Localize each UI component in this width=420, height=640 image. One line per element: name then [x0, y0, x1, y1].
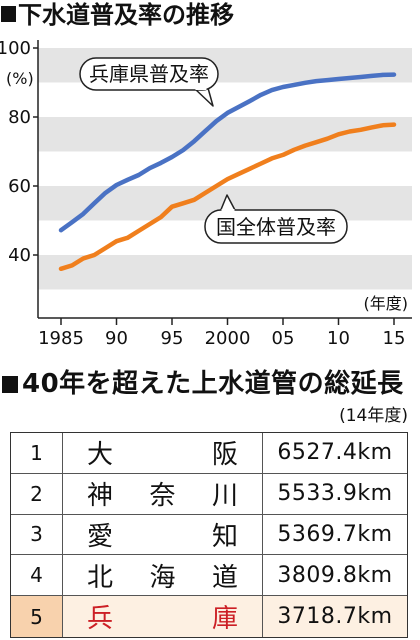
prefecture-name-char: 大	[87, 440, 114, 471]
y-tick-label: 60	[8, 176, 31, 197]
x-tick-label: 05	[272, 328, 295, 349]
x-axis-unit: (年度)	[364, 294, 409, 313]
x-tick-label: 1985	[38, 328, 84, 349]
callout-hyogo: 兵庫県普及率	[79, 57, 219, 107]
y-tick-label: 100	[0, 38, 31, 59]
prefecture-name-char: 北	[87, 562, 114, 593]
rank-cell: 3	[11, 514, 63, 555]
length-cell: 5369.7km	[277, 521, 393, 547]
series-line-1	[58, 122, 397, 272]
x-tick-label: 2000	[205, 328, 251, 349]
series-label-hyogo: 兵庫県普及率	[89, 62, 209, 86]
series-lines	[58, 72, 397, 272]
length-cell: 6527.4km	[277, 440, 393, 466]
line-chart: (%) (年度) 兵庫県普及率 国全体普及率 1985 90 95 2000 05 10 1…	[0, 38, 412, 349]
prefecture-name: 兵庫	[63, 598, 262, 635]
prefecture-cell: 大阪	[63, 433, 263, 473]
title-marker	[1, 6, 16, 22]
prefecture-cell: 神奈川	[63, 473, 263, 514]
rank-cell: 1	[11, 433, 63, 473]
tick-marks	[33, 47, 395, 325]
rank-cell: 4	[11, 555, 63, 596]
x-tick-label: 10	[327, 328, 350, 349]
y-tick-label: 80	[8, 107, 31, 128]
table-row: 3 愛知 5369.7km	[11, 514, 407, 556]
rank-cell: 5	[11, 596, 63, 637]
y-axis-unit: (%)	[6, 69, 34, 88]
grid-bands	[38, 48, 412, 290]
prefecture-name: 愛知	[63, 516, 262, 553]
prefecture-name-char: 川	[211, 481, 238, 512]
prefecture-name-char: 兵	[87, 604, 114, 635]
chart-title: 下水道普及率の推移	[18, 1, 234, 29]
table-row: 4 北 海 道 3809.8km	[11, 555, 407, 597]
length-cell: 5533.9km	[277, 481, 393, 507]
ranking-table: 1 大阪 6527.4km 2 神奈川 5533.9km 3 愛知 5369.7…	[10, 432, 408, 638]
x-tick-label: 95	[161, 328, 184, 349]
prefecture-name-char: 庫	[211, 604, 238, 635]
length-cell: 3809.8km	[277, 562, 393, 588]
prefecture-name-char: 海	[149, 562, 176, 593]
prefecture-cell: 愛知	[63, 514, 263, 555]
table-title-marker	[2, 376, 18, 393]
table-note: (14年度)	[339, 406, 408, 426]
grid-band	[38, 255, 412, 290]
prefecture-cell: 兵庫	[63, 596, 263, 637]
callout-hyogo-box	[79, 57, 219, 91]
y-tick-label: 40	[8, 245, 31, 266]
prefecture-name: 大阪	[63, 434, 262, 471]
series-label-national: 国全体普及率	[216, 215, 336, 239]
x-tick-label: 90	[105, 328, 128, 349]
prefecture-name-char: 愛	[87, 521, 114, 552]
table-title: 40年を超えた上水道管の総延長	[22, 369, 404, 399]
prefecture-cell: 北海道	[63, 555, 263, 596]
chart-axes	[37, 40, 412, 319]
grid-band	[38, 117, 412, 152]
table-row-highlighted: 5 兵庫 3718.7km	[11, 596, 407, 637]
prefecture-name-char: 阪	[211, 440, 238, 471]
callout-national: 国全体普及率	[204, 194, 348, 244]
prefecture-name: 神奈川	[63, 475, 262, 512]
table-row: 1 大阪 6527.4km	[11, 433, 407, 474]
length-cell: 3718.7km	[277, 604, 393, 630]
x-tick-label: 15	[383, 328, 406, 349]
series-line-0	[58, 72, 397, 233]
prefecture-name-char: 道	[211, 562, 238, 593]
prefecture-name: 北海道	[63, 557, 262, 594]
table-row: 2 神 奈 川 5533.9km	[11, 473, 407, 515]
prefecture-name-char: 神	[87, 481, 114, 512]
rank-cell: 2	[11, 473, 63, 514]
prefecture-name-char: 知	[211, 521, 238, 552]
callout-national-box	[204, 209, 348, 244]
prefecture-name-char: 奈	[149, 481, 176, 512]
